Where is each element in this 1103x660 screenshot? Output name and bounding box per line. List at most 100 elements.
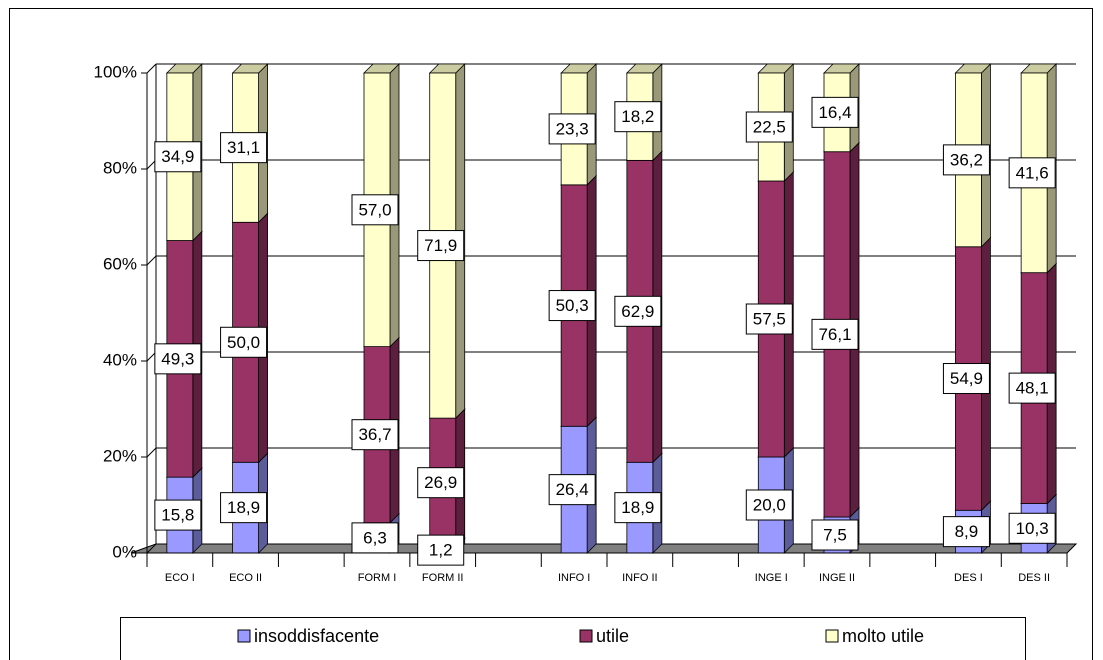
- x-tick-label: ECO I: [165, 572, 195, 584]
- data-label: 76,1: [818, 325, 851, 344]
- data-label-group: 34,9: [154, 141, 202, 173]
- x-tick-label: INFO II: [622, 572, 657, 584]
- data-label: 48,1: [1016, 379, 1049, 398]
- legend-swatch: [825, 629, 839, 643]
- x-tick-label: FORM I: [358, 572, 397, 584]
- legend-label: molto utile: [842, 626, 924, 646]
- data-label: 49,3: [161, 349, 194, 368]
- grid-line-side: [146, 63, 157, 74]
- grid-line-side: [146, 447, 157, 458]
- data-label: 71,9: [424, 236, 457, 255]
- data-label-box: [220, 492, 268, 524]
- data-label-box: [220, 326, 268, 358]
- data-label-box: [811, 519, 859, 551]
- data-label-group: 26,9: [417, 467, 465, 499]
- data-label-group: 7,5: [811, 519, 859, 551]
- x-tick-label: INGE I: [755, 572, 788, 584]
- data-label: 7,5: [823, 525, 847, 544]
- data-label-group: 57,5: [745, 303, 793, 335]
- x-tick-label: DES II: [1018, 572, 1050, 584]
- y-tick-label: 60%: [103, 254, 137, 273]
- data-label: 18,9: [621, 498, 654, 517]
- y-tick-label: 0%: [112, 542, 137, 561]
- data-label-box: [942, 516, 990, 548]
- data-label-group: 26,4: [548, 474, 596, 506]
- y-tick-label: 20%: [103, 446, 137, 465]
- data-label: 50,3: [556, 296, 589, 315]
- data-label: 18,9: [227, 498, 260, 517]
- data-label-group: 22,5: [745, 111, 793, 143]
- data-label: 22,5: [753, 117, 786, 136]
- data-label-box: [154, 499, 202, 531]
- data-label-box: [745, 489, 793, 521]
- legend-label: insoddisfacente: [254, 626, 379, 646]
- data-label: 1,2: [429, 541, 453, 560]
- data-label-box: [351, 522, 399, 554]
- data-label-box: [154, 141, 202, 173]
- data-label-box: [811, 96, 859, 128]
- legend-swatch: [237, 629, 251, 643]
- x-tick-label: INGE II: [819, 572, 855, 584]
- data-label: 26,9: [424, 473, 457, 492]
- data-label-box: [745, 111, 793, 143]
- data-label-group: 15,8: [154, 499, 202, 531]
- data-label-group: 18,2: [614, 101, 662, 133]
- data-label-box: [417, 467, 465, 499]
- data-label: 6,3: [363, 528, 387, 547]
- data-label-group: 50,3: [548, 290, 596, 322]
- grid-line-side: [146, 543, 157, 554]
- x-tick-label: DES I: [954, 572, 983, 584]
- data-label: 8,9: [955, 522, 979, 541]
- floor: [130, 543, 1078, 554]
- data-label-group: 36,2: [942, 144, 990, 176]
- data-label: 16,4: [818, 103, 851, 122]
- data-label-group: 16,4: [811, 96, 859, 128]
- data-label: 50,0: [227, 333, 260, 352]
- data-label: 10,3: [1016, 519, 1049, 538]
- data-label: 57,0: [358, 200, 391, 219]
- legend-label: utile: [596, 626, 629, 646]
- data-label-box: [1008, 372, 1056, 404]
- data-label-group: 62,9: [614, 295, 662, 327]
- x-tick-label: FORM II: [422, 572, 464, 584]
- legend-box: [120, 617, 1026, 660]
- data-label: 26,4: [556, 480, 589, 499]
- data-label: 23,3: [556, 119, 589, 138]
- data-label-group: 49,3: [154, 343, 202, 375]
- data-label: 54,9: [950, 369, 983, 388]
- data-label: 15,8: [161, 506, 194, 525]
- data-label: 57,5: [753, 309, 786, 328]
- data-label-box: [417, 534, 465, 566]
- data-label-group: 6,3: [351, 522, 399, 554]
- data-label-box: [154, 343, 202, 375]
- data-label-group: 10,3: [1008, 512, 1056, 544]
- data-label: 41,6: [1016, 163, 1049, 182]
- data-label-group: 20,0: [745, 489, 793, 521]
- data-label-box: [1008, 512, 1056, 544]
- data-label-box: [614, 101, 662, 133]
- data-label-box: [942, 363, 990, 395]
- data-label-group: 23,3: [548, 113, 596, 145]
- data-label-box: [942, 144, 990, 176]
- data-label: 36,7: [358, 425, 391, 444]
- data-label-group: 50,0: [220, 326, 268, 358]
- data-label-box: [351, 419, 399, 451]
- data-label-box: [614, 492, 662, 524]
- data-label-group: 18,9: [614, 492, 662, 524]
- data-label-box: [220, 132, 268, 164]
- data-label-group: 76,1: [811, 318, 859, 350]
- data-label-group: 48,1: [1008, 372, 1056, 404]
- data-label: 34,9: [161, 147, 194, 166]
- data-label-group: 36,7: [351, 419, 399, 451]
- data-label-box: [417, 230, 465, 262]
- y-tick-label: 100%: [94, 62, 137, 81]
- data-label: 18,2: [621, 107, 654, 126]
- data-label: 31,1: [227, 138, 260, 157]
- grid-line-side: [146, 255, 157, 266]
- data-label: 20,0: [753, 495, 786, 514]
- data-label-box: [548, 113, 596, 145]
- data-label-group: 1,2: [417, 534, 465, 566]
- data-label-box: [548, 290, 596, 322]
- data-label-box: [1008, 157, 1056, 189]
